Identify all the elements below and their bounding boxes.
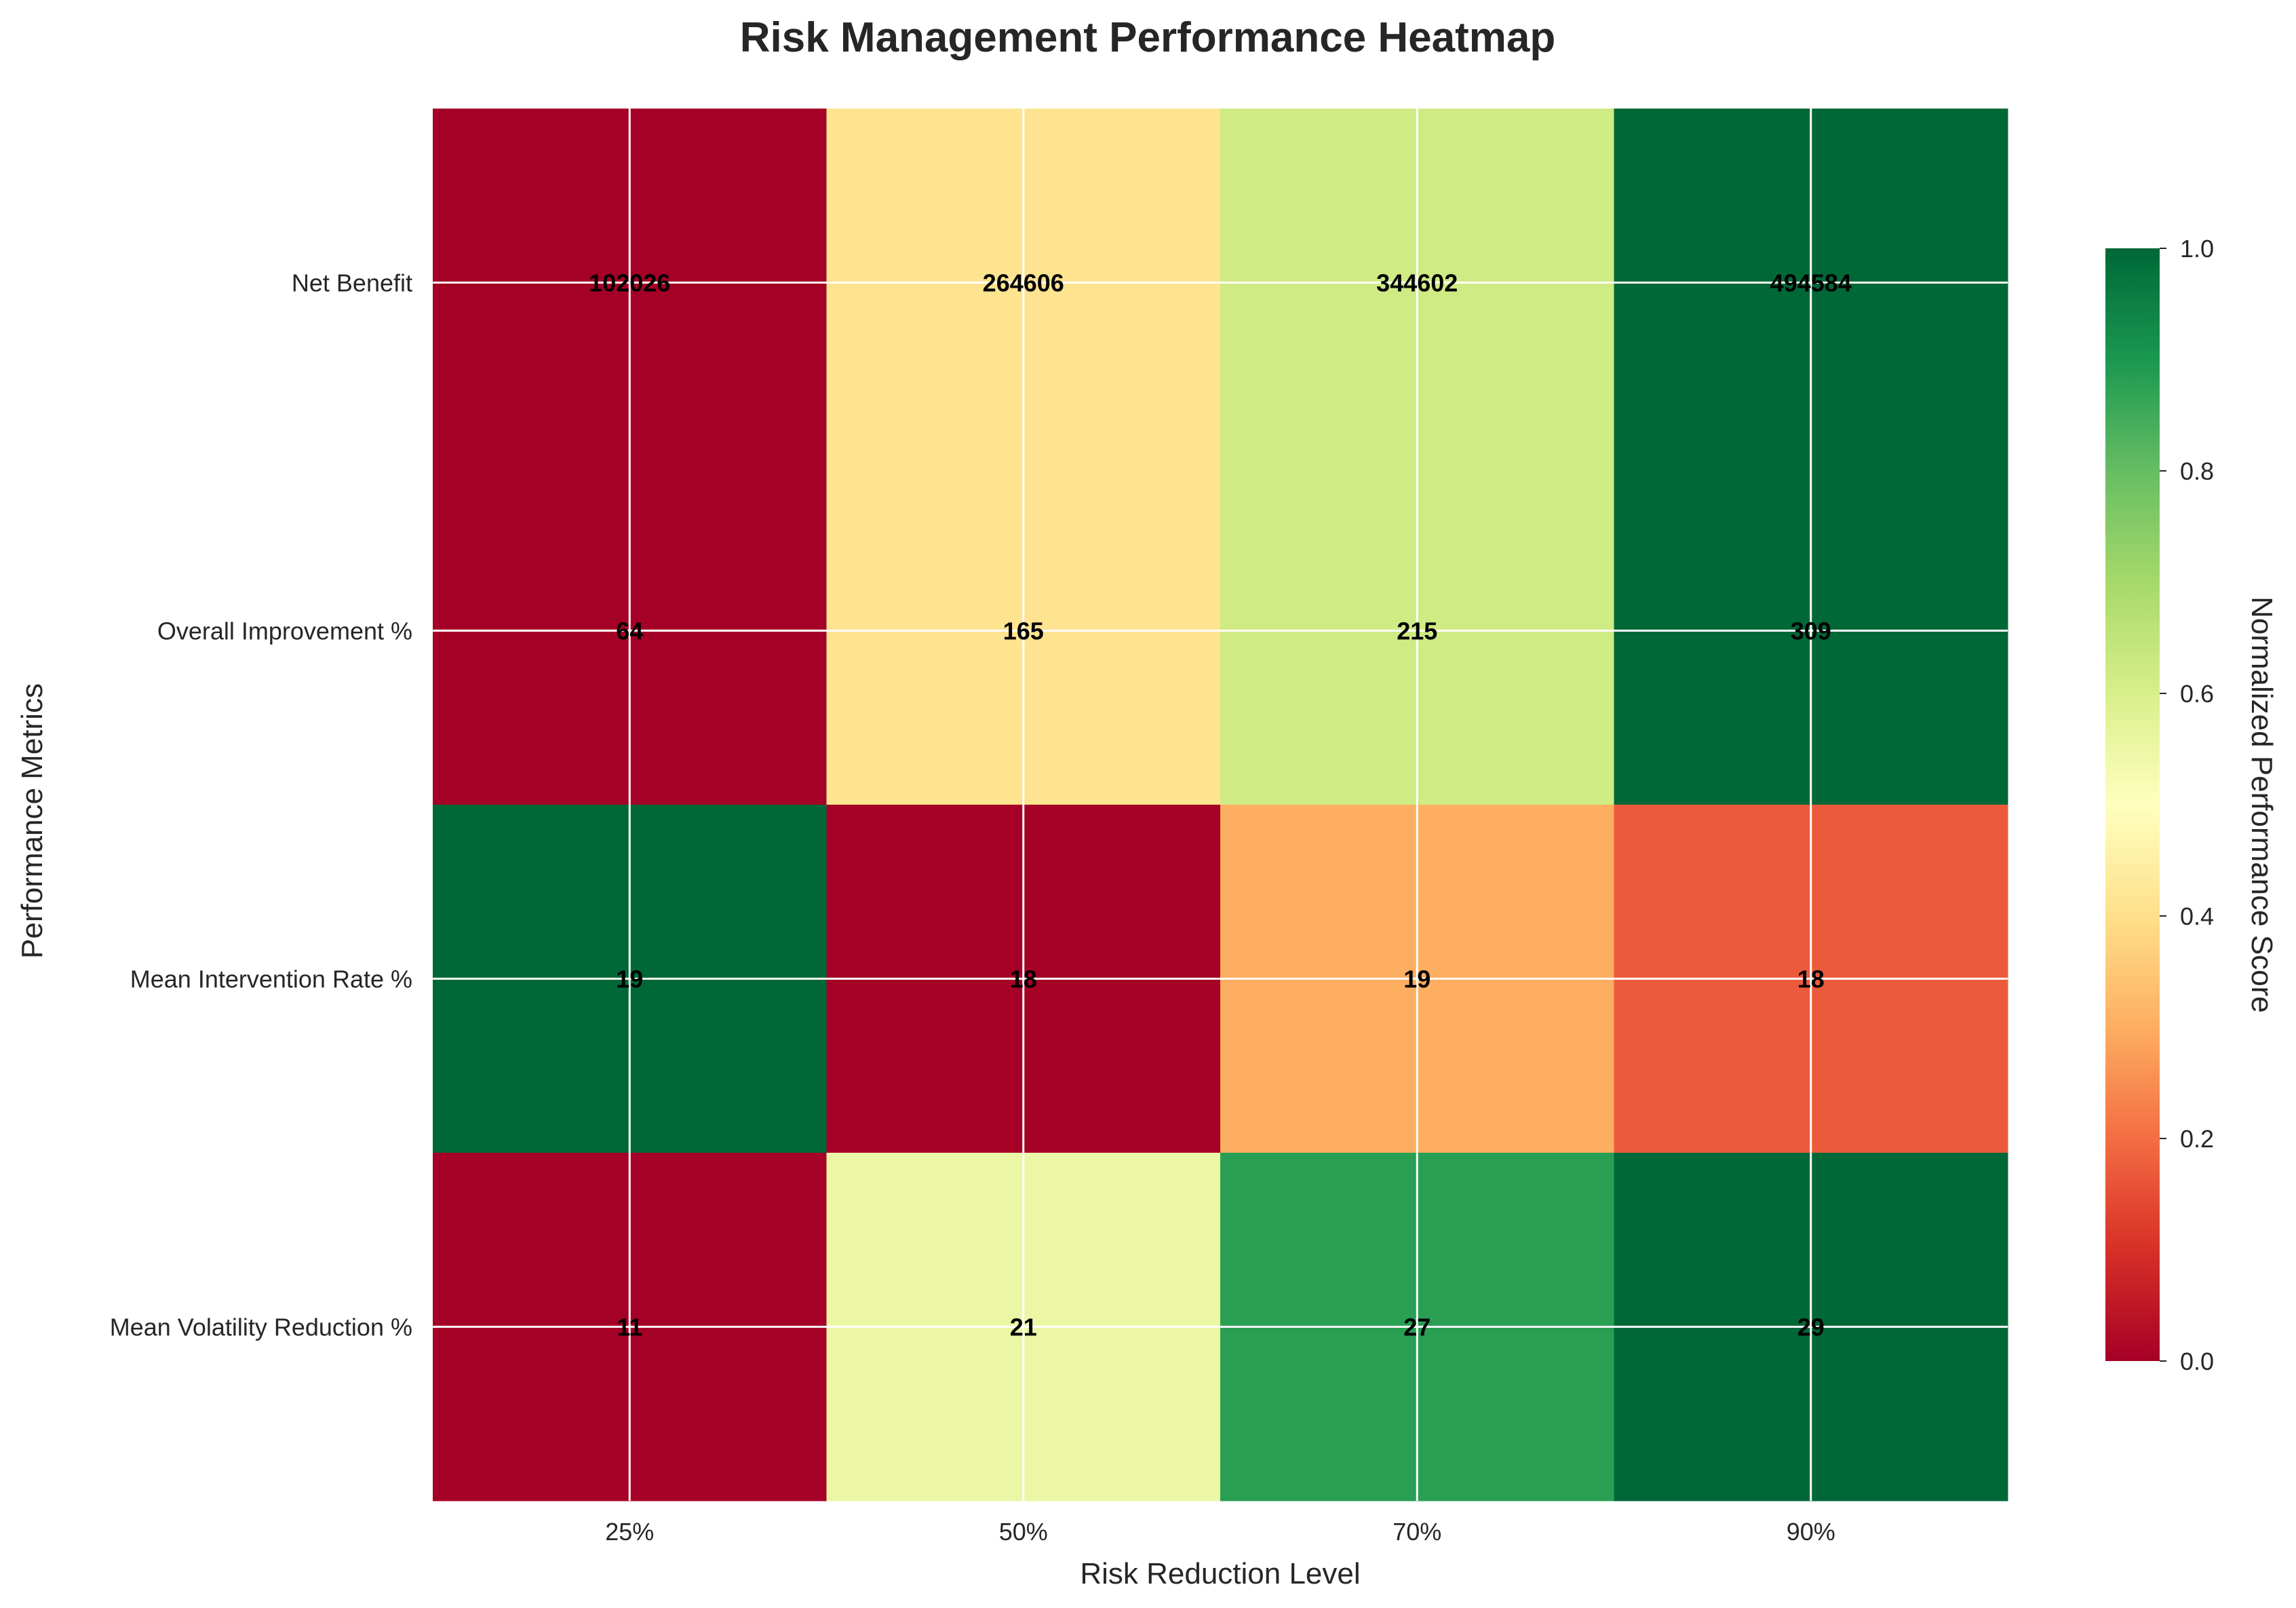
x-axis-ticks: 25% 50% 70% 90% — [605, 1518, 1835, 1546]
chart-title: Risk Management Performance Heatmap — [740, 14, 1556, 61]
cell-value-label: 18 — [1797, 965, 1825, 993]
x-axis-label: Risk Reduction Level — [1080, 1557, 1360, 1590]
colorbar-ticks: 0.0 0.2 0.4 0.6 0.8 1.0 — [2160, 235, 2214, 1375]
heatmap-grid — [433, 109, 2008, 1501]
cell-value-label: 64 — [616, 617, 643, 645]
cell-value-label: 21 — [1010, 1314, 1037, 1341]
y-axis-ticks: Net Benefit Overall Improvement % Mean Int… — [110, 269, 412, 1341]
x-tick-label: 70% — [1393, 1518, 1441, 1546]
x-tick-label: 25% — [605, 1518, 654, 1546]
colorbar-tick-label: 0.0 — [2180, 1347, 2214, 1375]
cell-value-label: 309 — [1791, 617, 1831, 645]
cell-value-label: 18 — [1010, 965, 1037, 993]
y-tick-label: Mean Volatility Reduction % — [110, 1314, 412, 1341]
cell-value-label: 264606 — [983, 269, 1064, 297]
cell-value-label: 494584 — [1770, 269, 1852, 297]
colorbar-label: Normalized Performance Score — [2245, 596, 2278, 1013]
x-tick-label: 90% — [1787, 1518, 1835, 1546]
colorbar-tick-label: 0.6 — [2180, 680, 2214, 708]
colorbar: 0.0 0.2 0.4 0.6 0.8 1.0 Normalized Performanc… — [2105, 235, 2278, 1375]
cell-value-label: 102026 — [589, 269, 670, 297]
x-tick-label: 50% — [999, 1518, 1048, 1546]
cell-value-label: 11 — [617, 1314, 642, 1341]
colorbar-tick-label: 1.0 — [2180, 235, 2214, 263]
y-tick-label: Net Benefit — [292, 269, 412, 297]
colorbar-tick-label: 0.8 — [2180, 457, 2214, 485]
cell-value-label: 165 — [1003, 617, 1044, 645]
cell-value-label: 27 — [1403, 1314, 1431, 1341]
colorbar-tick-label: 0.2 — [2180, 1125, 2214, 1153]
y-axis-label: Performance Metrics — [16, 683, 49, 959]
colorbar-gradient — [2105, 248, 2160, 1361]
heatmap-cells — [433, 109, 2008, 1501]
y-tick-label: Overall Improvement % — [157, 617, 412, 645]
cell-value-label: 19 — [1403, 965, 1431, 993]
cell-value-label: 29 — [1797, 1314, 1825, 1341]
y-tick-label: Mean Intervention Rate % — [130, 965, 412, 993]
cell-value-label: 19 — [616, 965, 643, 993]
colorbar-tick-label: 0.4 — [2180, 902, 2214, 930]
cell-labels: 102026 264606 344602 494584 64 165 215 309 19 18 1… — [589, 269, 1852, 1341]
cell-value-label: 215 — [1397, 617, 1437, 645]
cell-value-label: 344602 — [1376, 269, 1458, 297]
